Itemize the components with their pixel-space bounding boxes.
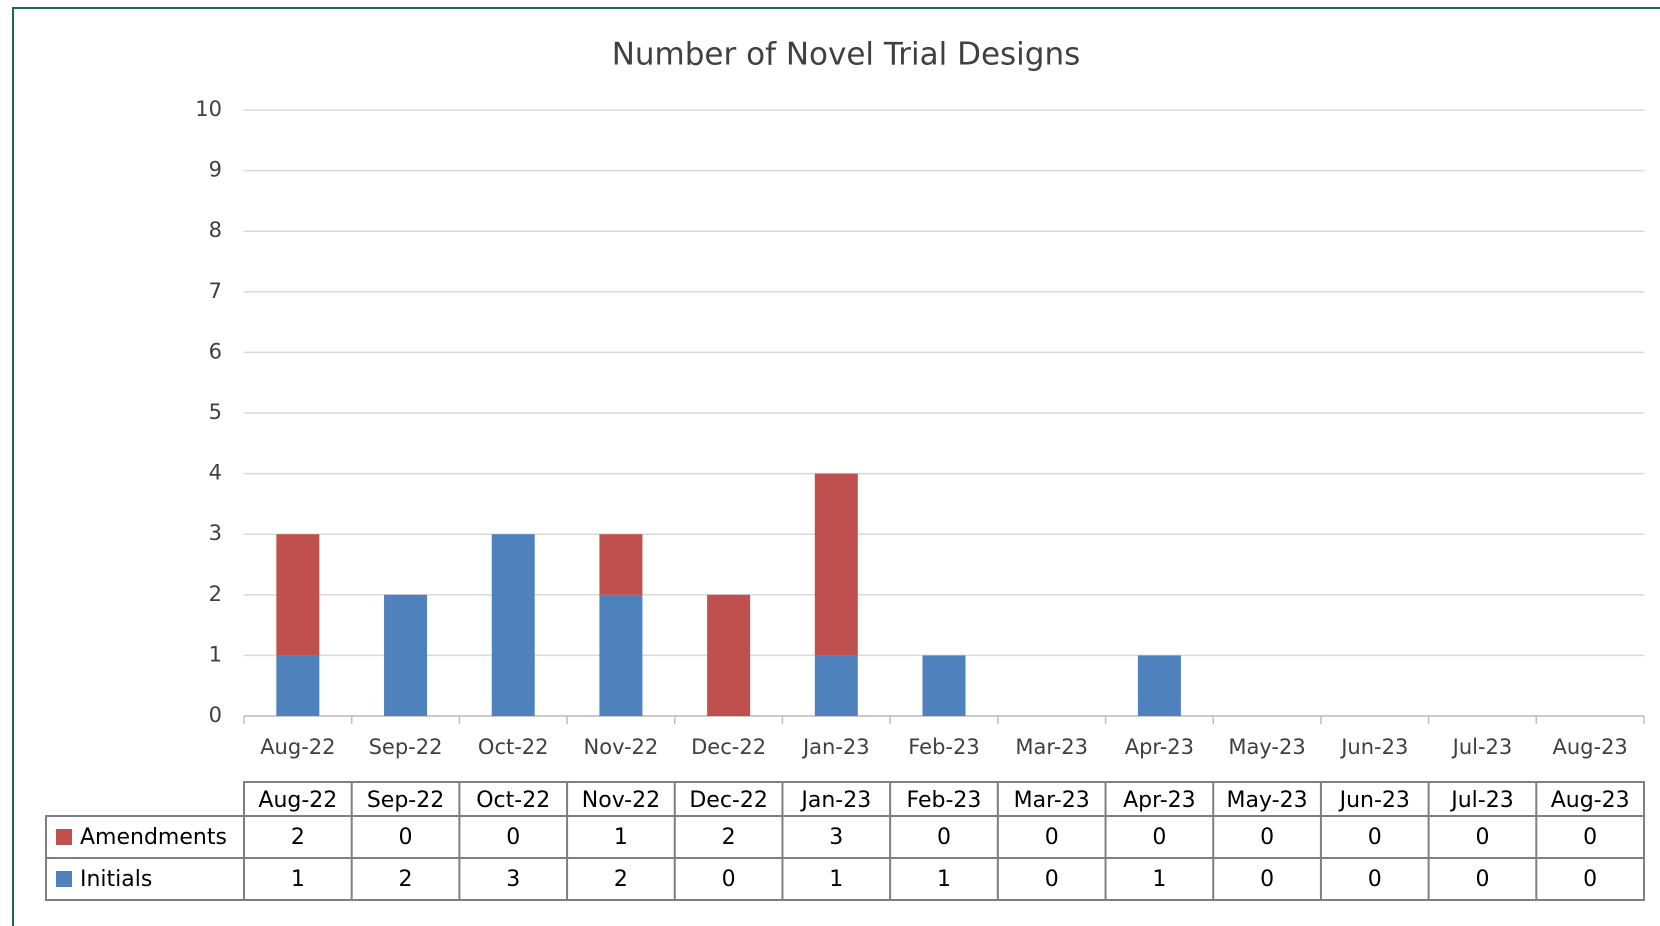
table-cell: 0 [937,825,951,850]
y-tick-label: 6 [209,339,222,363]
table-header-cell: Aug-23 [1551,788,1630,813]
table-cell: 1 [829,867,843,892]
table-cell: 0 [1045,867,1059,892]
x-tick-label: Aug-23 [1552,735,1627,759]
bar [599,534,643,595]
table-cell: 1 [1152,867,1166,892]
bar [707,594,751,716]
y-tick-label: 8 [209,218,222,242]
table-header-cell: Mar-23 [1014,788,1090,813]
table-header-cell: Sep-22 [367,788,444,813]
table-header-cell: Jul-23 [1449,788,1513,813]
y-tick-label: 5 [209,400,222,424]
table-header-cell: Feb-23 [907,788,982,813]
table-cell: 0 [1583,825,1597,850]
table-cell: 0 [1260,825,1274,850]
bar [922,655,966,716]
table-cell: 1 [291,867,305,892]
table-cell: 2 [614,867,628,892]
table-cell: 0 [399,825,413,850]
bar [276,534,320,656]
table-cell: 3 [829,825,843,850]
y-tick-label: 7 [209,279,222,303]
table-cell: 1 [937,867,951,892]
table-cell: 0 [1475,867,1489,892]
x-tick-label: May-23 [1228,735,1305,759]
table-header-cell: Apr-23 [1123,788,1196,813]
table-cell: 1 [614,825,628,850]
x-tick-label: Jul-23 [1451,735,1513,759]
table-header-cell: Jan-23 [799,788,871,813]
y-tick-label: 10 [195,97,222,121]
x-tick-label: Aug-22 [260,735,335,759]
table-cell: 0 [1583,867,1597,892]
x-tick-label: Jan-23 [801,735,870,759]
y-tick-label: 0 [209,703,222,727]
bar [814,655,858,716]
table-cell: 0 [1368,867,1382,892]
legend-label: Amendments [80,825,227,850]
y-tick-label: 2 [209,582,222,606]
bar [814,473,858,656]
chart-title: Number of Novel Trial Designs [612,37,1081,73]
legend-swatch [56,829,72,845]
chart-frame [12,7,1660,926]
table-header-cell: Nov-22 [582,788,660,813]
y-tick-label: 3 [209,521,222,545]
x-tick-label: Apr-23 [1125,735,1194,759]
table-header-cell: May-23 [1227,788,1308,813]
x-tick-label: Nov-22 [584,735,659,759]
table-cell: 0 [1152,825,1166,850]
bar [599,594,643,716]
table-header-cell: Dec-22 [689,788,768,813]
bar [1137,655,1181,716]
table-cell: 0 [1475,825,1489,850]
table-cell: 2 [399,867,413,892]
table-cell: 2 [722,825,736,850]
x-tick-label: Oct-22 [478,735,549,759]
table-header-cell: Jun-23 [1338,788,1410,813]
x-tick-label: Jun-23 [1339,735,1408,759]
x-tick-label: Sep-22 [369,735,443,759]
table-header-cell: Oct-22 [476,788,550,813]
bar [491,534,535,716]
table-cell: 0 [722,867,736,892]
x-tick-label: Mar-23 [1015,735,1088,759]
table-cell: 2 [291,825,305,850]
table-header-cell: Aug-22 [258,788,337,813]
table-cell: 0 [506,825,520,850]
x-tick-label: Feb-23 [908,735,979,759]
table-cell: 0 [1260,867,1274,892]
y-tick-label: 4 [209,461,222,485]
legend-swatch [56,871,72,887]
table-cell: 0 [1045,825,1059,850]
x-tick-label: Dec-22 [691,735,766,759]
table-cell: 0 [1368,825,1382,850]
y-tick-label: 9 [209,158,222,182]
bar [384,594,428,716]
table-cell: 3 [506,867,520,892]
legend-label: Initials [80,867,152,892]
bar [276,655,320,716]
y-tick-label: 1 [209,642,222,666]
